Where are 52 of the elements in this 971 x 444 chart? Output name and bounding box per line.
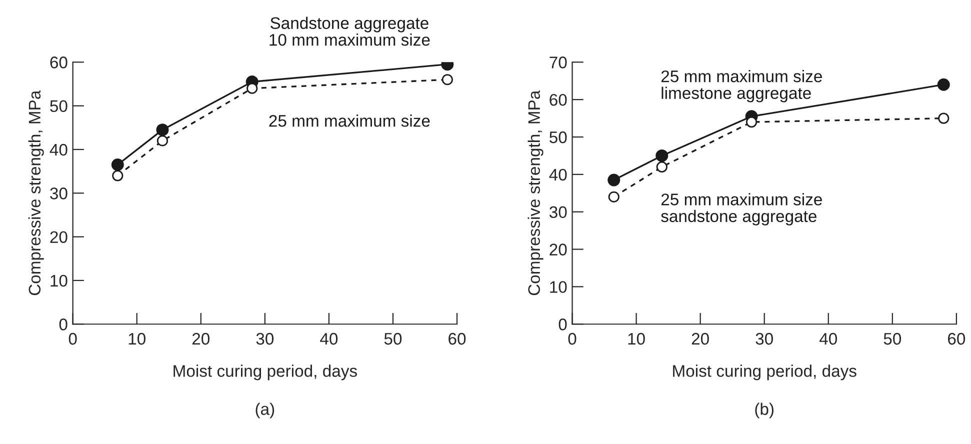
x-tick-label: 60	[448, 332, 466, 345]
point	[112, 170, 124, 182]
point	[656, 149, 668, 162]
x-tick-label: 50	[884, 332, 902, 345]
y-tick-label: 20	[550, 244, 567, 256]
y-tick-label: 40	[50, 144, 68, 156]
y-tick-label: 0	[558, 318, 567, 330]
x-tick-label: 30	[256, 332, 274, 345]
series-label: 25 mm maximum size limestone aggregate	[661, 70, 822, 102]
x-tick-label: 20	[192, 332, 210, 345]
point	[156, 124, 169, 136]
point	[608, 191, 620, 202]
point	[656, 161, 668, 172]
point	[246, 82, 258, 94]
y-axis-title: Compressive strength, MPa	[28, 90, 44, 296]
point	[442, 74, 453, 86]
y-tick-label: 20	[50, 231, 68, 244]
y-tick-label: 50	[50, 100, 68, 112]
x-tick-label: 30	[756, 332, 773, 345]
y-tick-label: 0	[59, 318, 68, 330]
point	[938, 112, 950, 124]
y-tick-label: 30	[50, 188, 68, 200]
text: (a)	[256, 402, 274, 418]
y-axis-title: Compressive strength, MPa	[528, 90, 544, 296]
point	[608, 174, 620, 186]
y-tick-label: 70	[550, 56, 567, 68]
y-tick-label: 60	[550, 94, 567, 106]
point	[937, 78, 950, 91]
series-label: 25 mm maximum size sandstone aggregate	[661, 193, 822, 226]
series-label: 25 mm maximum size	[269, 114, 430, 127]
y-tick-label: 30	[549, 206, 567, 218]
y-tick-label: 10	[50, 274, 68, 287]
series-label: Sandstone aggregate 10 mm maximum size	[270, 16, 430, 46]
x-tick-label: 10	[128, 332, 146, 345]
point	[746, 116, 758, 128]
x-tick-label: 50	[384, 332, 402, 345]
point	[156, 135, 168, 146]
y-tick-label: 50	[550, 131, 567, 144]
x-tick-label: 40	[819, 332, 837, 345]
x-tick-label: 0	[568, 332, 576, 345]
x-axis-title: Moist curing period, days	[673, 364, 856, 380]
x-axis-title: Moist curing period, days	[174, 364, 357, 380]
y-tick-label: 60	[50, 56, 68, 68]
x-tick-label: 0	[68, 332, 77, 345]
x-tick-label: 40	[320, 332, 338, 345]
text: (b)	[755, 402, 774, 418]
x-tick-label: 20	[692, 332, 709, 345]
x-tick-label: 10	[628, 332, 645, 345]
x-tick-label: 60	[948, 332, 966, 345]
point	[111, 158, 124, 172]
y-tick-label: 10	[550, 281, 567, 293]
y-tick-label: 40	[549, 168, 567, 181]
